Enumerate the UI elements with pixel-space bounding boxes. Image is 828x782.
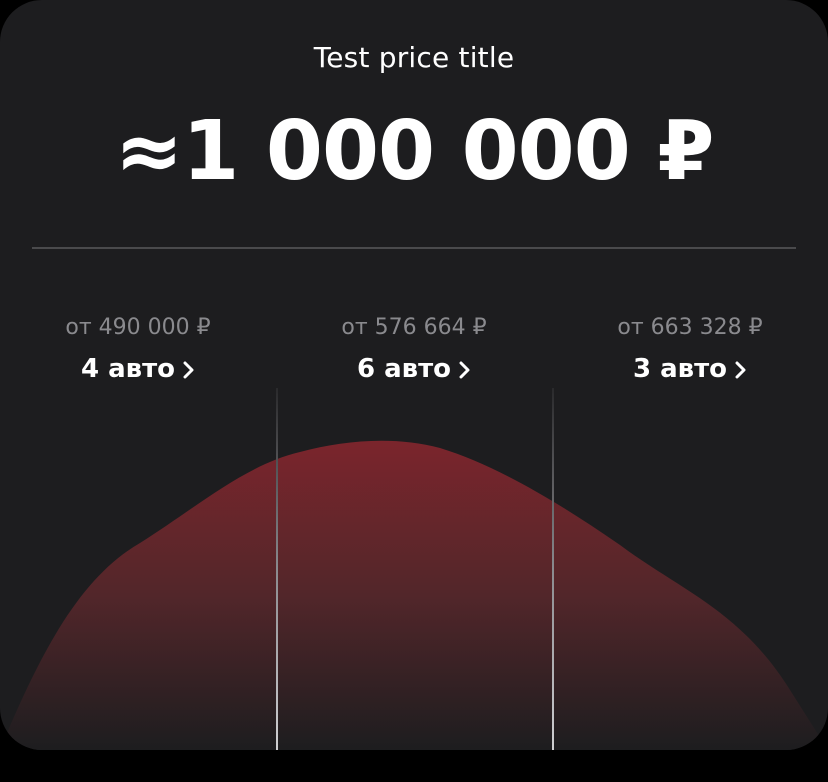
chevron-right-icon bbox=[459, 361, 470, 379]
chevron-right-icon bbox=[735, 361, 746, 379]
bucket-3-count-label: 3 авто bbox=[632, 354, 728, 384]
bucket-3-count-link[interactable]: 3 авто bbox=[633, 353, 747, 385]
price-title: Test price title bbox=[313, 41, 515, 74]
chevron-right-icon bbox=[183, 361, 194, 379]
bucket-1: от 490 000 ₽ 4 авто bbox=[0, 308, 276, 385]
bucket-3: от 663 328 ₽ 3 авто bbox=[552, 308, 828, 385]
divider bbox=[32, 247, 796, 249]
bucket-3-from-price: от 663 328 ₽ bbox=[617, 315, 763, 340]
bucket-1-count-link[interactable]: 4 авто bbox=[81, 353, 195, 385]
price-distribution-chart bbox=[0, 388, 828, 750]
bucket-1-count-label: 4 авто bbox=[80, 354, 176, 384]
bucket-2: от 576 664 ₽ 6 авто bbox=[276, 308, 552, 385]
bucket-separator-1 bbox=[276, 388, 278, 750]
bucket-separator-2 bbox=[552, 388, 554, 750]
price-card: Test price title ≈1 000 000 ₽ от 490 000… bbox=[0, 0, 828, 750]
bucket-2-count-label: 6 авто bbox=[356, 354, 452, 384]
bucket-1-from-price: от 490 000 ₽ bbox=[65, 315, 211, 340]
bucket-2-count-link[interactable]: 6 авто bbox=[357, 353, 471, 385]
bucket-2-from-price: от 576 664 ₽ bbox=[341, 315, 487, 340]
distribution-curve bbox=[0, 440, 828, 750]
price-value: ≈1 000 000 ₽ bbox=[114, 104, 715, 199]
